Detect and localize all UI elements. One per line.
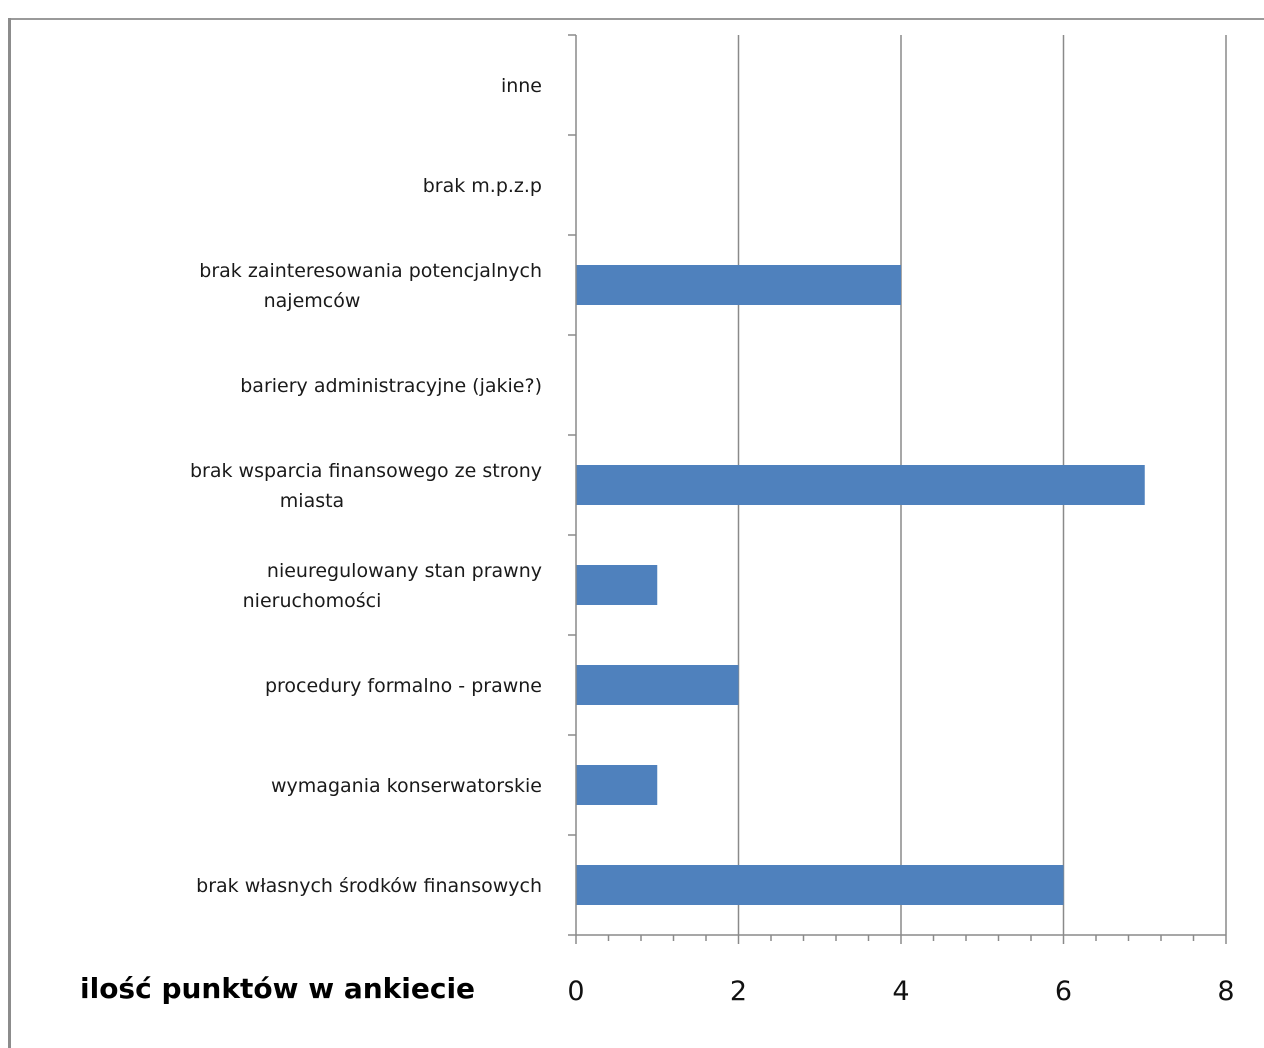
category-label-7: brak m.p.z.p [423,175,542,197]
bar-6 [576,265,901,305]
category-label-4-line-0: brak wsparcia finansowego ze strony [190,460,542,482]
category-label-3-line-1: nieruchomości [243,590,382,612]
category-label-8: inne [501,75,542,97]
category-label-6-line-0: brak zainteresowania potencjalnych [199,260,542,282]
category-label-2: procedury formalno - prawne [265,675,542,697]
bar-4 [576,465,1145,505]
x-tick-label-2: 2 [730,976,747,1007]
x-axis-label: ilość punktów w ankiecie [80,972,475,1005]
x-tick-label-0: 0 [567,976,584,1007]
category-label-3-line-0: nieuregulowany stan prawny [267,560,542,582]
category-label-4-line-1: miasta [280,490,344,512]
x-tick-label-6: 6 [1055,976,1072,1007]
axes [568,34,1227,944]
category-label-1: wymagania konserwatorskie [271,775,542,797]
category-label-5: bariery administracyjne (jakie?) [240,375,542,397]
bar-3 [576,565,658,605]
category-label-6-line-1: najemców [264,290,361,312]
bar-0 [576,865,1064,905]
chart-frame-left [8,18,11,1048]
bar-1 [576,765,658,805]
category-labels: brak własnych środków finansowych wymagan… [190,75,542,897]
x-tick-label-8: 8 [1217,976,1234,1007]
bar-2 [576,665,739,705]
bars [576,265,1145,905]
category-label-0: brak własnych środków finansowych [196,875,542,897]
chart-frame-top [8,18,1264,20]
x-tick-label-4: 4 [892,976,909,1007]
tick-labels: 0 2 4 6 8 [567,976,1234,1007]
